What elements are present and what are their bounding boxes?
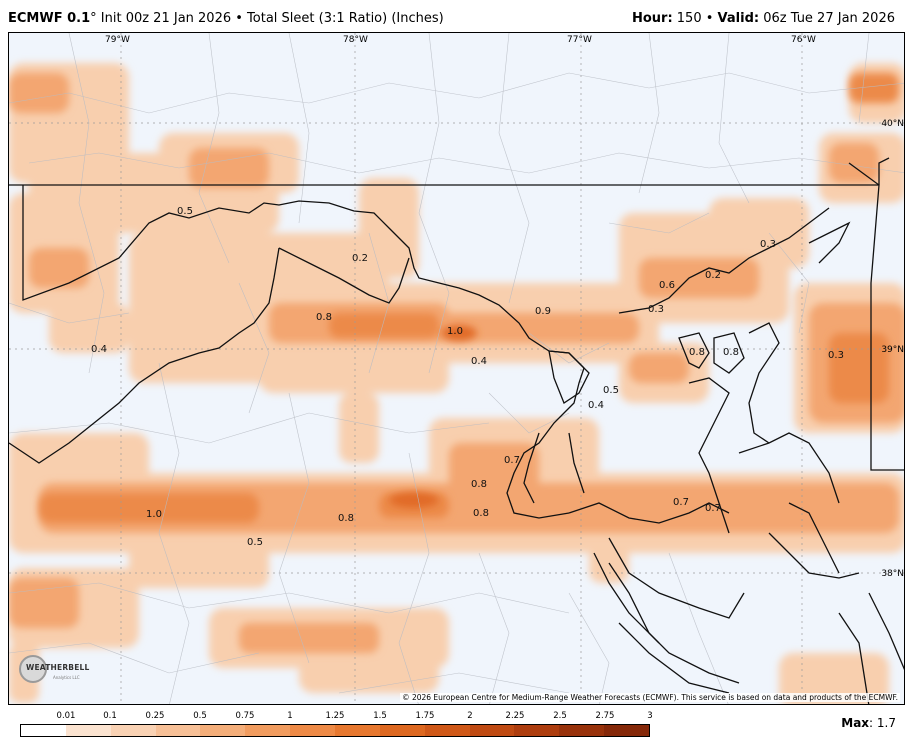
value-label: 0.3 [648,304,664,315]
legend-ticks: 0.01 0.1 0.25 0.5 0.75 1 1.25 1.5 1.75 2… [0,711,913,723]
legend-tick: 3 [647,711,653,721]
model-name: ECMWF 0.1 [8,11,91,26]
legend-tick: 2.25 [505,711,525,721]
legend-tick: 1.25 [325,711,345,721]
legend-tick: 2.5 [553,711,567,721]
value-label: 0.4 [588,400,604,411]
value-label: 0.8 [471,479,487,490]
forecast-map: 79°W 78°W 77°W 76°W 40°N 39°N 38°N 0.5 0… [8,32,905,705]
run-info: Init 00z 21 Jan 2026 • Total Sleet (3:1 … [96,11,444,26]
legend-swatch [110,725,156,736]
value-label: 1.0 [447,326,463,337]
map-title: ECMWF 0.1° Init 00z 21 Jan 2026 • Total … [8,11,444,26]
header: ECMWF 0.1° Init 00z 21 Jan 2026 • Total … [0,0,913,32]
color-legend: 0.01 0.1 0.25 0.5 0.75 1 1.25 1.5 1.75 2… [0,706,913,750]
value-label: 0.2 [352,253,368,264]
max-value: Max: 1.7 [841,716,896,730]
lon-label-79w: 79°W [105,35,130,45]
value-label: 0.8 [689,347,705,358]
legend-swatch [514,725,560,736]
value-label: 0.8 [473,508,489,519]
legend-tick: 0.5 [193,711,207,721]
legend-swatch [559,725,605,736]
legend-tick: 1.5 [373,711,387,721]
value-label: 0.5 [177,206,193,217]
value-label: 0.8 [723,347,739,358]
value-label: 0.6 [659,280,675,291]
degree-symbol: ° [90,11,97,26]
value-label: 0.5 [247,537,263,548]
map-canvas: 79°W 78°W 77°W 76°W 40°N 39°N 38°N 0.5 0… [9,33,904,704]
legend-swatch [21,725,66,736]
legend-tick: 0.75 [235,711,255,721]
legend-tick: 2 [467,711,473,721]
value-label: 0.3 [760,239,776,250]
value-label: 0.8 [316,312,332,323]
legend-swatch [290,725,336,736]
legend-tick: 1.75 [415,711,435,721]
county-lines [9,33,904,704]
forecast-hour-info: Hour: 150 • Valid: 06z Tue 27 Jan 2026 [632,11,895,26]
hour-label: Hour: [631,11,673,26]
max-number: : 1.7 [869,716,896,730]
value-label: 0.7 [673,497,689,508]
legend-swatch [469,725,515,736]
hour-value: 150 • [672,11,718,26]
legend-swatch [200,725,246,736]
lat-label-39n: 39°N [881,345,904,355]
valid-label: Valid: [717,11,760,26]
logo-subtext: Analytics LLC [53,675,80,680]
value-label: 0.4 [471,356,487,367]
legend-color-bar [20,724,650,737]
lat-lon-grid [9,33,904,704]
legend-swatch [65,725,111,736]
legend-swatch [604,725,650,736]
value-labels: 0.5 0.2 0.8 1.0 0.4 0.9 0.6 0.2 0.3 0.3 … [91,206,844,548]
legend-tick: 0.01 [56,711,76,721]
legend-swatch [379,725,425,736]
value-label: 1.0 [146,509,162,520]
value-label: 0.5 [603,385,619,396]
lon-label-77w: 77°W [567,35,592,45]
legend-swatch [335,725,380,736]
valid-value: 06z Tue 27 Jan 2026 [759,11,895,26]
value-label: 0.2 [705,270,721,281]
legend-swatch [245,725,291,736]
legend-tick: 2.75 [595,711,615,721]
legend-tick: 0.1 [103,711,117,721]
legend-swatch [155,725,201,736]
state-borders [9,157,904,704]
lat-labels: 40°N 39°N 38°N [881,119,904,579]
lat-label-40n: 40°N [881,119,904,129]
lat-label-38n: 38°N [881,569,904,579]
legend-swatch [424,725,470,736]
legend-tick: 0.25 [145,711,165,721]
value-label: 0.7 [705,503,721,514]
value-label: 0.9 [535,306,551,317]
sleet-shading [9,63,904,704]
value-label: 0.7 [504,455,520,466]
lon-labels: 79°W 78°W 77°W 76°W [105,35,816,45]
weatherbell-logo: WEATHERBELL Analytics LLC [17,653,89,685]
legend-tick: 1 [287,711,293,721]
copyright-notice: © 2026 European Centre for Medium-Range … [400,693,900,702]
logo-text: WEATHERBELL [26,663,90,672]
value-label: 0.3 [828,350,844,361]
max-label: Max [841,716,870,730]
value-label: 0.8 [338,513,354,524]
value-label: 0.4 [91,344,107,355]
logo-ring [19,655,47,683]
lon-label-78w: 78°W [343,35,368,45]
lon-label-76w: 76°W [791,35,816,45]
